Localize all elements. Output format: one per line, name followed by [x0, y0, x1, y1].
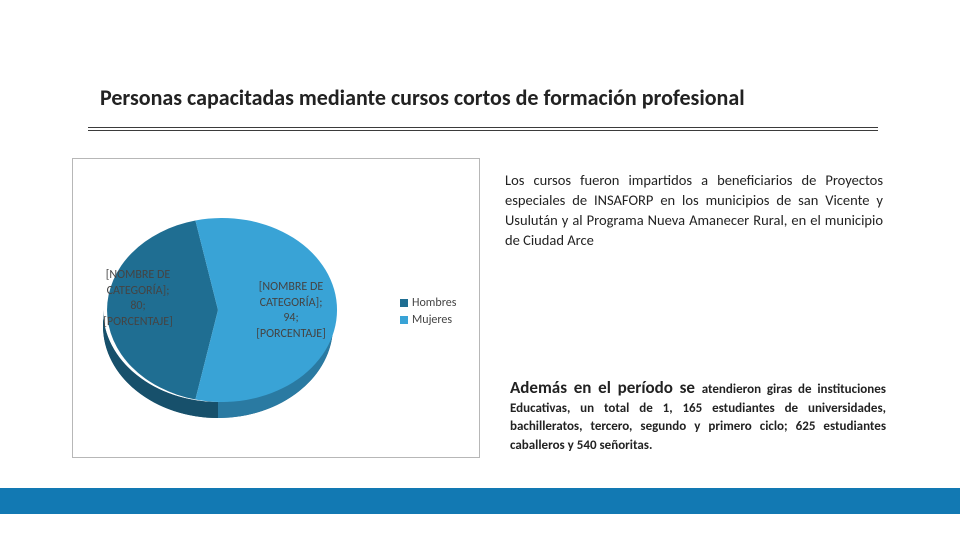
para2-lead: Además en el período se — [510, 377, 702, 398]
para2-num: 1, 165 estudiantes — [663, 401, 775, 416]
pie-label-l4: [PORCENTAJE] — [103, 315, 173, 329]
paragraph-2: Además en el período se atendieron giras… — [510, 377, 886, 455]
pie-label-hombres: [NOMBRE DE CATEGORÍA]; 80; [PORCENTAJE] — [95, 268, 181, 330]
legend-label: Hombres — [412, 296, 456, 310]
legend-item-hombres: Hombres — [400, 296, 456, 310]
legend-swatch-mujeres — [400, 316, 408, 324]
legend-item-mujeres: Mujeres — [400, 313, 456, 327]
footer-bar — [0, 488, 960, 514]
pie-label-mujeres: [NOMBRE DE CATEGORÍA]; 94; [PORCENTAJE] — [248, 280, 334, 342]
pie-label-l2: CATEGORÍA]; — [260, 296, 323, 310]
legend-swatch-hombres — [400, 299, 408, 307]
pie-label-l1: [NOMBRE DE — [259, 280, 324, 294]
divider-bottom — [88, 130, 878, 131]
legend-label: Mujeres — [412, 313, 452, 327]
pie-label-l2: CATEGORÍA]; — [107, 284, 170, 298]
pie-label-l3: 94; — [283, 311, 298, 325]
paragraph-1: Los cursos fueron impartidos a beneficia… — [505, 170, 883, 250]
divider-top — [88, 127, 878, 128]
page-title: Personas capacitadas mediante cursos cor… — [100, 84, 900, 111]
pie-label-l3: 80; — [130, 299, 145, 313]
slide: Personas capacitadas mediante cursos cor… — [0, 0, 960, 540]
pie-label-l4: [PORCENTAJE] — [256, 327, 326, 341]
chart-legend: Hombres Mujeres — [400, 296, 456, 330]
pie-label-l1: [NOMBRE DE — [106, 268, 171, 282]
